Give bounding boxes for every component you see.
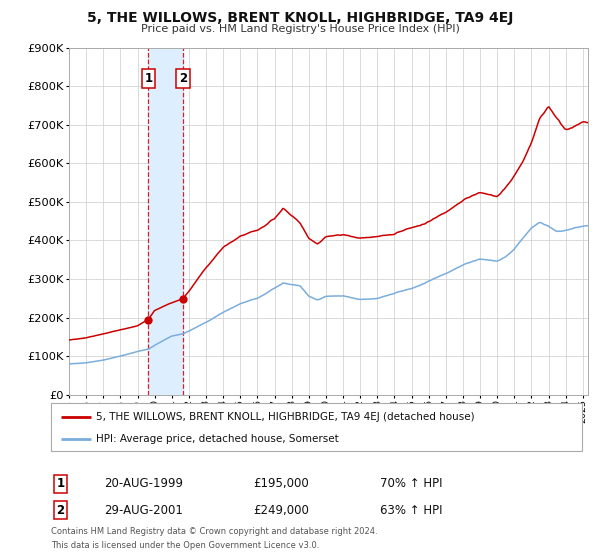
Text: Price paid vs. HM Land Registry's House Price Index (HPI): Price paid vs. HM Land Registry's House …: [140, 24, 460, 34]
Bar: [148, 48, 183, 395]
Text: 2: 2: [56, 503, 65, 517]
FancyBboxPatch shape: [51, 403, 582, 451]
Text: 2: 2: [179, 72, 187, 85]
Text: 63% ↑ HPI: 63% ↑ HPI: [380, 503, 443, 517]
Text: £249,000: £249,000: [253, 503, 308, 517]
Text: 5, THE WILLOWS, BRENT KNOLL, HIGHBRIDGE, TA9 4EJ: 5, THE WILLOWS, BRENT KNOLL, HIGHBRIDGE,…: [87, 11, 513, 25]
Text: 1: 1: [56, 477, 65, 491]
Text: 5, THE WILLOWS, BRENT KNOLL, HIGHBRIDGE, TA9 4EJ (detached house): 5, THE WILLOWS, BRENT KNOLL, HIGHBRIDGE,…: [96, 412, 475, 422]
Text: HPI: Average price, detached house, Somerset: HPI: Average price, detached house, Some…: [96, 434, 339, 444]
Text: This data is licensed under the Open Government Licence v3.0.: This data is licensed under the Open Gov…: [51, 541, 319, 550]
Text: £195,000: £195,000: [253, 477, 308, 491]
Text: 29-AUG-2001: 29-AUG-2001: [104, 503, 183, 517]
Text: 70% ↑ HPI: 70% ↑ HPI: [380, 477, 443, 491]
Text: Contains HM Land Registry data © Crown copyright and database right 2024.: Contains HM Land Registry data © Crown c…: [51, 528, 377, 536]
Text: 1: 1: [145, 72, 152, 85]
Text: 20-AUG-1999: 20-AUG-1999: [104, 477, 183, 491]
